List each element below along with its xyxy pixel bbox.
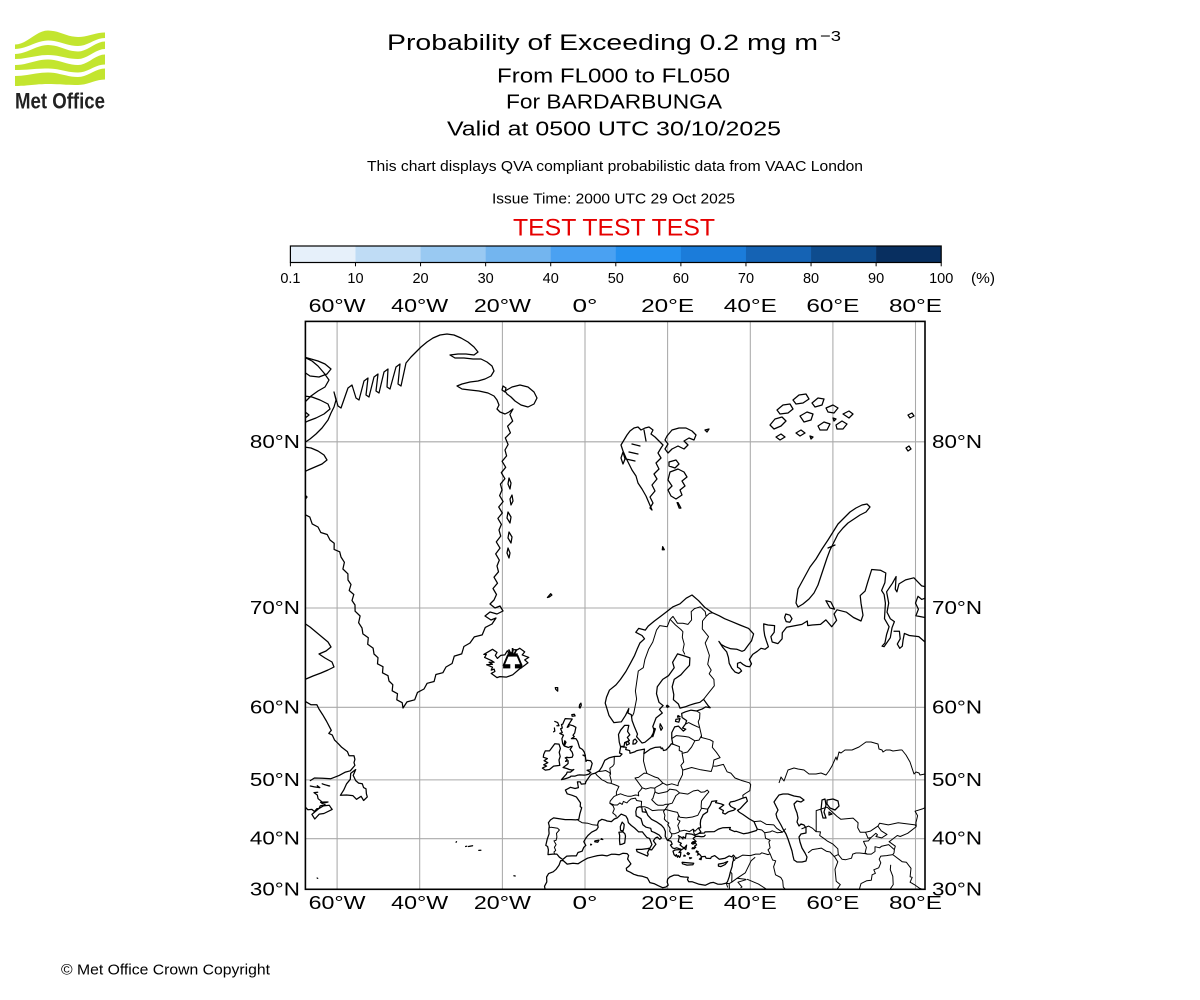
svg-text:Issue Time: 2000 UTC 29 Oct 20: Issue Time: 2000 UTC 29 Oct 2025 (492, 192, 735, 208)
svg-text:20°E: 20°E (641, 893, 694, 913)
svg-text:0°: 0° (573, 296, 598, 316)
svg-text:80°E: 80°E (889, 296, 942, 316)
svg-text:80: 80 (803, 271, 819, 287)
svg-text:60°W: 60°W (309, 893, 366, 913)
svg-text:10: 10 (347, 271, 363, 287)
svg-text:30: 30 (478, 271, 494, 287)
svg-text:For BARDARBUNGA: For BARDARBUNGA (506, 92, 723, 114)
svg-text:70: 70 (738, 271, 754, 287)
svg-text:40°N: 40°N (250, 829, 300, 849)
svg-text:40°W: 40°W (391, 893, 448, 913)
svg-text:Met Office: Met Office (15, 89, 105, 114)
svg-text:80°N: 80°N (250, 432, 300, 452)
svg-text:90: 90 (868, 271, 884, 287)
svg-text:0.1: 0.1 (280, 271, 300, 287)
svg-text:80°E: 80°E (889, 893, 942, 913)
svg-text:40°W: 40°W (391, 296, 448, 316)
svg-text:60°N: 60°N (932, 697, 982, 717)
svg-text:60°E: 60°E (806, 893, 859, 913)
svg-text:60: 60 (673, 271, 689, 287)
svg-text:TEST TEST TEST: TEST TEST TEST (513, 215, 715, 242)
svg-text:60°E: 60°E (806, 296, 859, 316)
svg-text:40: 40 (543, 271, 559, 287)
svg-text:Valid at 0500 UTC 30/10/2025: Valid at 0500 UTC 30/10/2025 (447, 119, 781, 141)
svg-text:−3: −3 (820, 28, 841, 45)
svg-text:40°E: 40°E (724, 893, 777, 913)
svg-text:70°N: 70°N (250, 598, 300, 618)
svg-text:30°N: 30°N (250, 879, 300, 899)
svg-text:30°N: 30°N (932, 879, 982, 899)
svg-text:20: 20 (412, 271, 428, 287)
svg-text:40°N: 40°N (932, 829, 982, 849)
svg-text:100: 100 (929, 271, 953, 287)
svg-text:© Met Office Crown Copyright: © Met Office Crown Copyright (61, 963, 270, 979)
svg-text:50°N: 50°N (250, 770, 300, 790)
svg-text:20°W: 20°W (474, 296, 531, 316)
svg-text:0°: 0° (573, 893, 598, 913)
svg-text:60°W: 60°W (309, 296, 366, 316)
svg-text:80°N: 80°N (932, 432, 982, 452)
svg-text:(%): (%) (971, 271, 995, 287)
svg-text:70°N: 70°N (932, 598, 982, 618)
svg-text:60°N: 60°N (250, 697, 300, 717)
svg-text:Probability of Exceeding 0.2 m: Probability of Exceeding 0.2 mg m (387, 30, 818, 55)
svg-text:40°E: 40°E (724, 296, 777, 316)
svg-text:From FL000 to FL050: From FL000 to FL050 (497, 66, 730, 88)
svg-text:50: 50 (608, 271, 624, 287)
svg-text:This chart displays QVA compli: This chart displays QVA compliant probab… (367, 159, 863, 175)
svg-text:20°W: 20°W (474, 893, 531, 913)
svg-text:20°E: 20°E (641, 296, 694, 316)
svg-text:50°N: 50°N (932, 770, 982, 790)
